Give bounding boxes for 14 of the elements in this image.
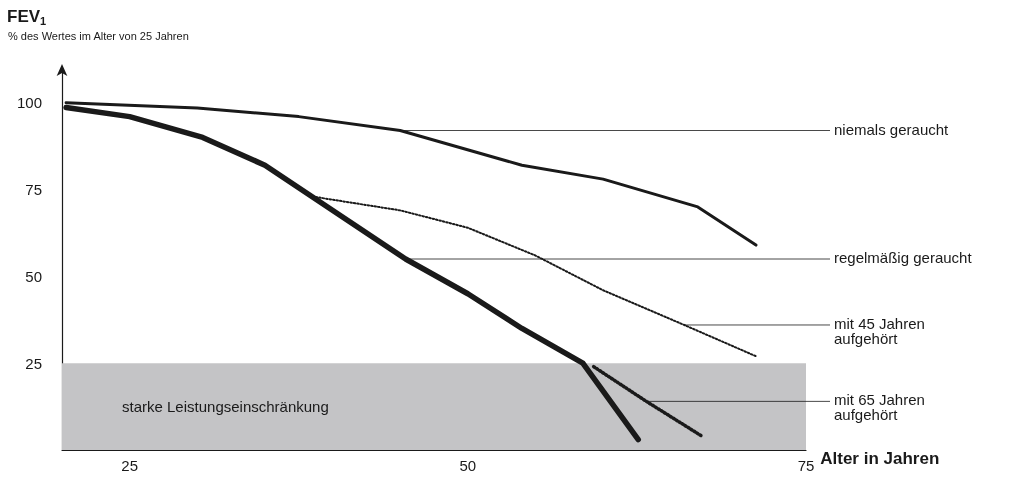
y-tick-label: 75 bbox=[25, 181, 42, 199]
y-axis-title: % des Wertes im Alter von 25 Jahren bbox=[8, 29, 189, 42]
x-tick-label: 50 bbox=[459, 457, 477, 474]
band-label: starke Leistungseinschränkung bbox=[122, 398, 329, 416]
text: mit 65 Jahren aufgehört bbox=[834, 391, 930, 424]
text: niemals geraucht bbox=[834, 120, 950, 138]
x-tick-label: 75 bbox=[797, 457, 815, 474]
x-tick-label: 25 bbox=[121, 457, 138, 474]
y-tick-label: 100 bbox=[16, 94, 42, 112]
y-tick-label: 50 bbox=[25, 267, 42, 285]
text: mit 45 Jahren aufgehört bbox=[834, 314, 930, 347]
text: regelmäßig geraucht bbox=[834, 249, 973, 266]
x-axis-title: Alter in Jahren bbox=[820, 449, 940, 468]
y-tick-label: 25 bbox=[25, 354, 42, 372]
